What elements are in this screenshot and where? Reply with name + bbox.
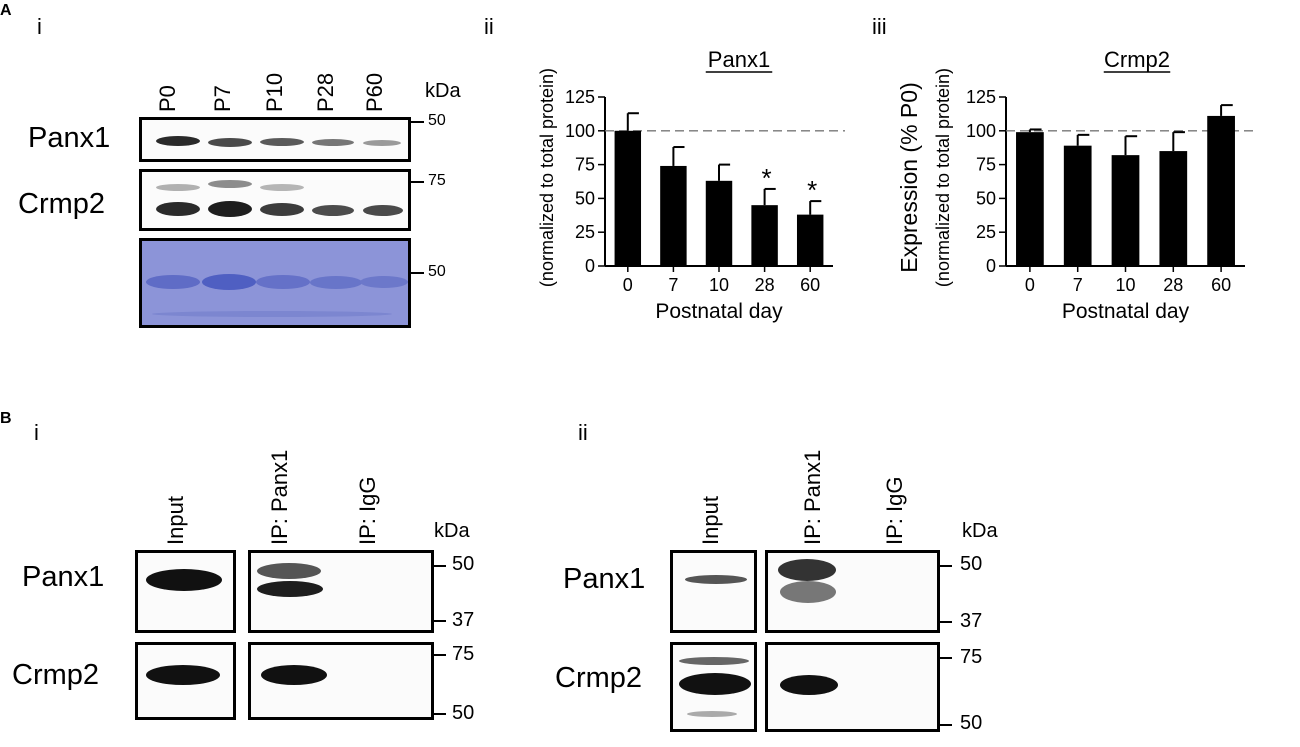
mw-tick xyxy=(411,181,424,183)
bar xyxy=(751,205,778,266)
blot-a-crmp2 xyxy=(139,169,411,231)
y-tick-label: 25 xyxy=(976,222,996,242)
y-tick-label: 75 xyxy=(976,155,996,175)
y-tick-label: 100 xyxy=(966,121,996,141)
y-tick-label: 75 xyxy=(575,155,595,175)
mw-marker-75: 75 xyxy=(428,172,446,189)
x-tick-label: 60 xyxy=(1211,275,1231,295)
mw-tick xyxy=(940,621,952,623)
y-tick-label: 100 xyxy=(565,121,595,141)
bar xyxy=(660,165,687,266)
chart-panx1: Panx1 0 25 50 75 100 125 0 7 10 28 * 60 * Postnatal da… xyxy=(537,47,845,323)
mw-tick xyxy=(434,620,446,622)
lane-label-ip-igg: IP: IgG xyxy=(882,476,907,545)
x-axis-label: Postnatal day xyxy=(655,300,783,323)
blot-b-ii-ip-crmp2 xyxy=(765,642,940,732)
row-label-panx1: Panx1 xyxy=(563,563,646,595)
mw-tick xyxy=(434,713,446,715)
x-axis-label: Postnatal day xyxy=(1062,300,1190,323)
row-label-crmp2: Crmp2 xyxy=(555,662,643,694)
mw-marker-75: 75 xyxy=(960,646,983,668)
panel-a-label: A xyxy=(0,2,12,19)
chart-crmp2: Crmp2 0 25 50 75 100 125 0 7 10 28 60 Postnatal day E… xyxy=(896,47,1257,323)
kda-label: kDa xyxy=(434,520,470,542)
mw-marker-50-total: 50 xyxy=(428,263,446,280)
bar xyxy=(1111,155,1140,266)
mw-tick xyxy=(940,657,952,659)
y-axis-label: (normalized to total protein) xyxy=(537,68,557,287)
bar xyxy=(796,214,824,266)
x-tick-label: 7 xyxy=(668,275,678,295)
kda-label: kDa xyxy=(962,520,998,542)
mw-marker-37: 37 xyxy=(960,610,983,632)
blot-b-ii-ip-panx1 xyxy=(765,550,940,633)
x-tick-label: 28 xyxy=(755,275,775,295)
row-label-crmp2: Crmp2 xyxy=(18,188,106,220)
blot-b-i-input-crmp2 xyxy=(135,642,236,720)
blot-a-panx1 xyxy=(139,117,411,162)
significance-marker: * xyxy=(807,175,817,205)
x-tick-label: 10 xyxy=(709,275,729,295)
bar xyxy=(1207,115,1235,266)
chart-title: Crmp2 xyxy=(1104,47,1170,72)
panel-a-i-label: i xyxy=(37,14,42,39)
blot-b-i-ip-crmp2 xyxy=(248,642,434,720)
mw-tick xyxy=(411,272,424,274)
blot-b-i-ip-panx1 xyxy=(248,550,434,633)
significance-marker: * xyxy=(762,163,772,193)
mw-marker-37: 37 xyxy=(452,609,475,631)
mw-marker-50: 50 xyxy=(960,553,983,575)
panel-a-iii-label: iii xyxy=(872,14,887,39)
bar xyxy=(1063,145,1092,266)
y-tick-label: 25 xyxy=(575,222,595,242)
bar xyxy=(1159,151,1188,266)
x-tick-label: 60 xyxy=(800,275,820,295)
kda-label: kDa xyxy=(425,80,461,102)
lane-label-ip-panx1: IP: Panx1 xyxy=(267,449,292,545)
x-tick-label: 0 xyxy=(1025,275,1035,295)
y-tick-label: 0 xyxy=(986,256,996,276)
y-axis-label: Expression (% P0) xyxy=(896,82,922,272)
panel-b-ii-label: ii xyxy=(578,420,588,445)
blot-b-i-input-panx1 xyxy=(135,550,236,633)
x-tick-label: 28 xyxy=(1163,275,1183,295)
x-tick-label: 7 xyxy=(1073,275,1083,295)
bar xyxy=(1016,132,1044,266)
blot-a-total-protein xyxy=(139,238,411,328)
y-tick-label: 50 xyxy=(575,188,595,208)
panel-a-ii-label: ii xyxy=(484,14,494,39)
x-tick-label: 0 xyxy=(623,275,633,295)
mw-marker-50: 50 xyxy=(452,553,475,575)
row-label-panx1: Panx1 xyxy=(22,561,105,593)
mw-tick xyxy=(434,654,446,656)
lane-label-ip-panx1: IP: Panx1 xyxy=(800,449,825,545)
mw-marker-75: 75 xyxy=(452,643,475,665)
row-label-crmp2: Crmp2 xyxy=(12,659,100,691)
bar xyxy=(614,130,642,266)
y-tick-label: 50 xyxy=(976,188,996,208)
lane-label-input: Input xyxy=(163,496,188,545)
x-tick-label: 10 xyxy=(1115,275,1135,295)
y-axis-sublabel: (normalized to total protein) xyxy=(933,68,953,287)
blot-b-ii-input-crmp2 xyxy=(670,642,757,732)
y-tick-label: 125 xyxy=(565,87,595,107)
row-label-panx1: Panx1 xyxy=(28,122,111,154)
bar xyxy=(705,180,733,266)
lane-label-ip-igg: IP: IgG xyxy=(355,476,380,545)
mw-marker-50: 50 xyxy=(452,702,475,724)
chart-title: Panx1 xyxy=(708,47,770,72)
mw-marker-50: 50 xyxy=(428,112,446,129)
lane-label-input: Input xyxy=(698,496,723,545)
panel-b-label: B xyxy=(0,410,12,427)
y-tick-label: 125 xyxy=(966,87,996,107)
mw-marker-50: 50 xyxy=(960,712,983,734)
mw-tick xyxy=(434,565,446,567)
blot-b-ii-input-panx1 xyxy=(670,550,757,633)
mw-tick xyxy=(940,565,952,567)
y-tick-label: 0 xyxy=(585,256,595,276)
panel-b-i-label: i xyxy=(34,420,39,445)
mw-tick xyxy=(940,724,952,726)
mw-tick xyxy=(411,121,424,123)
